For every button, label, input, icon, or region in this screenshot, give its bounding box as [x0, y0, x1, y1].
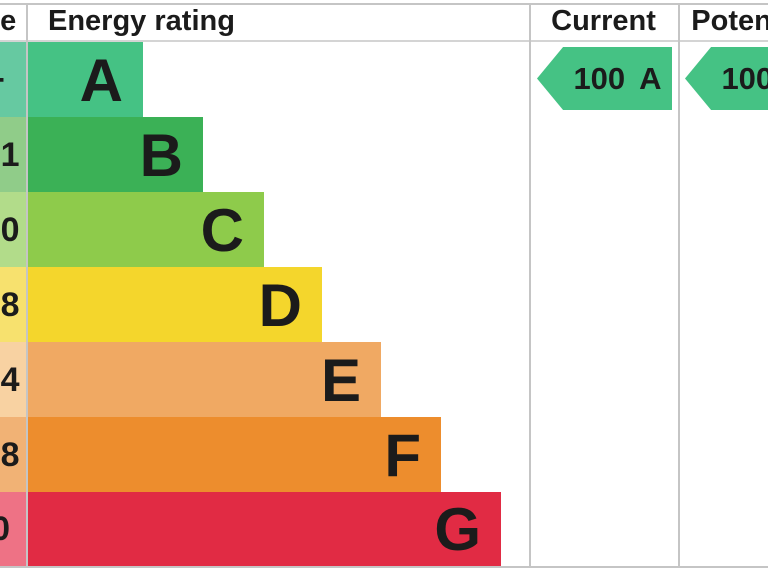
band-row-b: 81-91 B: [0, 117, 203, 192]
potential-score: 100: [721, 61, 768, 96]
band-letter: B: [139, 121, 183, 189]
band-letter: G: [434, 496, 481, 563]
band-score-cell: 39-54: [0, 342, 26, 417]
band-row-f: 21-38 F: [0, 417, 441, 492]
current-score: 100: [573, 61, 626, 96]
current-rating-letter: A: [639, 61, 662, 96]
band-row-e: 39-54 E: [0, 342, 381, 417]
band-letter: F: [384, 421, 421, 489]
band-row-c: 69-80 C: [0, 192, 264, 267]
band-letter: C: [200, 196, 244, 264]
band-score-cell: 21-38: [0, 417, 26, 492]
band-score-cell: 92+: [0, 42, 26, 117]
band-letter: A: [79, 46, 123, 114]
band-row-d: 55-68 D: [0, 267, 322, 342]
energy-rating-header: Energy rating: [48, 5, 235, 37]
band-score-cell: 55-68: [0, 267, 26, 342]
band-bar-e: E: [28, 342, 381, 417]
band-bar-a: A: [28, 42, 143, 117]
band-bar-c: C: [28, 192, 264, 267]
band-bar-b: B: [28, 117, 203, 192]
score-column-divider: [26, 3, 28, 566]
table-bottom-border: [0, 566, 768, 568]
potential-column-header: Potential: [691, 5, 768, 37]
band-bar-f: F: [28, 417, 441, 492]
band-score-cell: 1-20: [0, 492, 26, 566]
band-row-g: 1-20 G: [0, 492, 501, 566]
score-column-header: Score: [0, 5, 17, 37]
band-bar-g: G: [28, 492, 501, 566]
current-rating-arrow: 100 A: [537, 47, 672, 110]
current-column-divider: [529, 3, 531, 566]
band-letter: E: [320, 346, 361, 414]
band-letter: D: [258, 271, 302, 339]
header-divider-line: [0, 40, 768, 42]
current-column-header: Current: [551, 5, 656, 37]
band-score-cell: 81-91: [0, 117, 26, 192]
potential-column-divider: [678, 3, 680, 566]
band-row-a: 92+ A: [0, 42, 143, 117]
potential-rating-arrow: 100 A: [685, 47, 768, 110]
band-score-cell: 69-80: [0, 192, 26, 267]
band-bar-d: D: [28, 267, 322, 342]
table-top-border: [0, 3, 768, 5]
